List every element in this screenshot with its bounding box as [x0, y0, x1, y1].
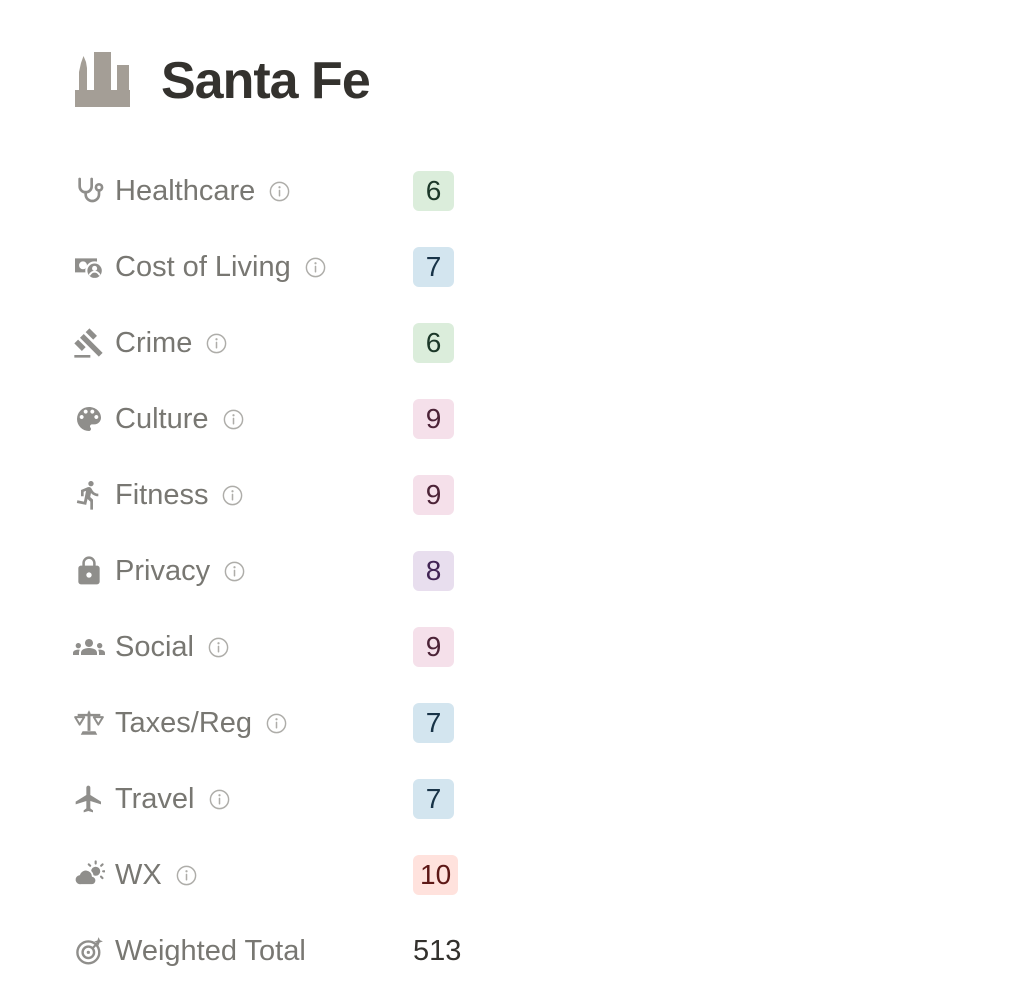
- property-name: Culture: [115, 402, 209, 435]
- property-name: Social: [115, 630, 194, 663]
- info-icon[interactable]: [222, 408, 245, 431]
- info-icon[interactable]: [207, 636, 230, 659]
- scales-icon: [73, 707, 105, 739]
- info-icon[interactable]: [268, 180, 291, 203]
- property-social[interactable]: Social: [73, 631, 413, 663]
- property-row-travel: Travel 7: [73, 779, 1036, 819]
- property-value-badge[interactable]: 9: [413, 627, 454, 667]
- property-fitness[interactable]: Fitness: [73, 479, 413, 511]
- property-wx[interactable]: WX: [73, 859, 413, 891]
- property-value-badge[interactable]: 6: [413, 323, 454, 363]
- property-row-fitness: Fitness 9: [73, 475, 1036, 515]
- gavel-icon: [73, 327, 105, 359]
- property-taxes-reg[interactable]: Taxes/Reg: [73, 707, 413, 739]
- property-name: Fitness: [115, 478, 209, 511]
- property-name: Taxes/Reg: [115, 706, 253, 739]
- property-row-social: Social 9: [73, 627, 1036, 667]
- property-row-taxes-reg: Taxes/Reg 7: [73, 703, 1036, 743]
- weighted-total-value: 513: [413, 934, 462, 967]
- property-value-badge[interactable]: 7: [413, 247, 454, 287]
- stethoscope-icon: [73, 175, 105, 207]
- property-name: Weighted Total: [115, 934, 306, 967]
- property-row-cost-of-living: Cost of Living 7: [73, 247, 1036, 287]
- property-value-badge[interactable]: 10: [413, 855, 459, 895]
- property-value-badge[interactable]: 7: [413, 703, 454, 743]
- property-healthcare[interactable]: Healthcare: [73, 175, 413, 207]
- property-row-crime: Crime 6: [73, 323, 1036, 363]
- info-icon[interactable]: [223, 560, 246, 583]
- property-row-healthcare: Healthcare 6: [73, 171, 1036, 211]
- info-icon[interactable]: [304, 256, 327, 279]
- page-title[interactable]: Santa Fe: [161, 52, 371, 110]
- property-name: Privacy: [115, 554, 211, 587]
- palette-icon: [73, 403, 105, 435]
- property-name: WX: [115, 858, 162, 891]
- property-value-badge[interactable]: 9: [413, 399, 454, 439]
- info-icon[interactable]: [265, 712, 288, 735]
- property-name: Cost of Living: [115, 250, 291, 283]
- property-value-badge[interactable]: 6: [413, 171, 454, 211]
- property-name: Crime: [115, 326, 193, 359]
- info-icon[interactable]: [205, 332, 228, 355]
- property-travel[interactable]: Travel: [73, 783, 413, 815]
- runner-icon: [73, 479, 105, 511]
- money-icon: [73, 251, 105, 283]
- property-row-weighted-total: Weighted Total 513: [73, 931, 1036, 971]
- property-weighted-total[interactable]: Weighted Total: [73, 935, 413, 967]
- property-name: Healthcare: [115, 174, 256, 207]
- page-header: Santa Fe: [73, 50, 1036, 112]
- property-row-wx: WX 10: [73, 855, 1036, 895]
- target-icon: [73, 935, 105, 967]
- people-icon: [73, 631, 105, 663]
- property-row-culture: Culture 9: [73, 399, 1036, 439]
- property-value-badge[interactable]: 8: [413, 551, 454, 591]
- lock-icon: [73, 555, 105, 587]
- property-list: Healthcare 6 Cost of Living: [73, 171, 1036, 971]
- property-culture[interactable]: Culture: [73, 403, 413, 435]
- property-value-badge[interactable]: 9: [413, 475, 454, 515]
- notion-page: Santa Fe Healthcare 6: [73, 50, 1036, 971]
- info-icon[interactable]: [221, 484, 244, 507]
- property-row-privacy: Privacy 8: [73, 551, 1036, 591]
- property-value-badge[interactable]: 7: [413, 779, 454, 819]
- property-crime[interactable]: Crime: [73, 327, 413, 359]
- property-name: Travel: [115, 782, 195, 815]
- city-icon[interactable]: [73, 52, 131, 110]
- airplane-icon: [73, 783, 105, 815]
- info-icon[interactable]: [175, 864, 198, 887]
- info-icon[interactable]: [208, 788, 231, 811]
- weather-icon: [73, 859, 105, 891]
- property-cost-of-living[interactable]: Cost of Living: [73, 251, 413, 283]
- property-privacy[interactable]: Privacy: [73, 555, 413, 587]
